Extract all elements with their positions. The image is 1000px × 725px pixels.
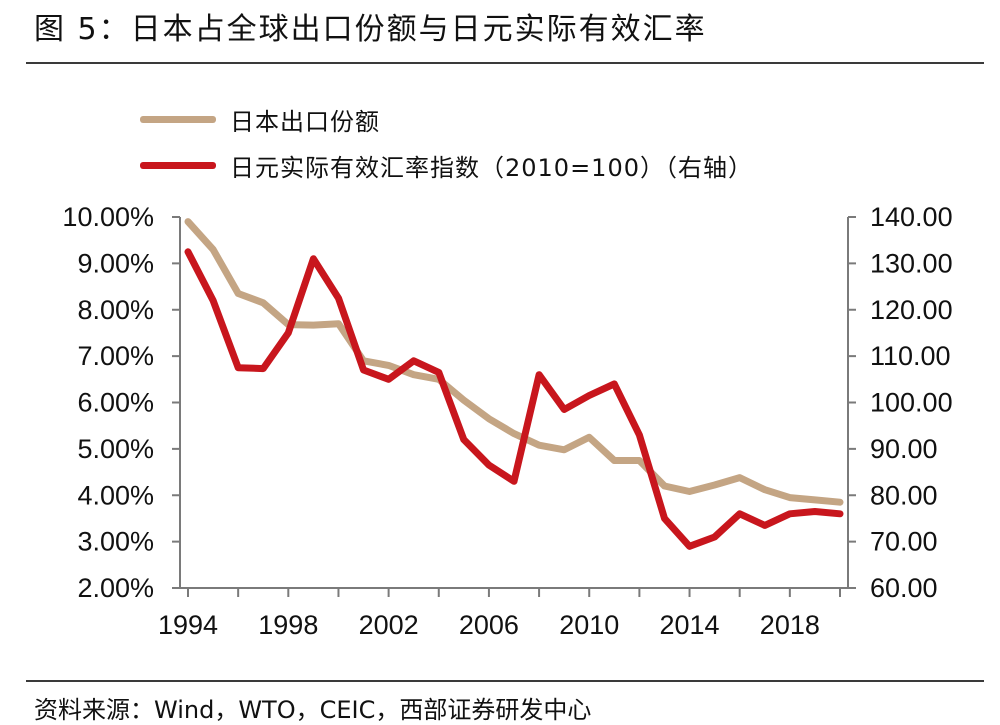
legend-label-export-share: 日本出口份额 xyxy=(230,107,380,136)
left-tick-label: 9.00% xyxy=(77,248,154,278)
legend-label-reer: 日元实际有效汇率指数（2010=100）（右轴） xyxy=(230,153,753,182)
x-tick-label: 2002 xyxy=(359,610,419,640)
right-tick-label: 100.00 xyxy=(870,388,953,418)
series-line-export-share xyxy=(184,218,844,506)
right-tick-label: 60.00 xyxy=(870,573,938,603)
left-tick-label: 5.00% xyxy=(77,434,154,464)
legend-item-export-share: 日本出口份额 xyxy=(140,96,753,142)
right-tick-label: 70.00 xyxy=(870,527,938,557)
left-tick-label: 2.00% xyxy=(77,573,154,603)
chart-legend: 日本出口份额 日元实际有效汇率指数（2010=100）（右轴） xyxy=(140,96,753,188)
left-tick-label: 10.00% xyxy=(62,202,154,232)
right-tick-label: 80.00 xyxy=(870,480,938,510)
left-tick-label: 3.00% xyxy=(77,527,154,557)
top-divider xyxy=(26,62,984,64)
x-tick-label: 1994 xyxy=(158,610,218,640)
x-tick-label: 2010 xyxy=(559,610,619,640)
right-tick-label: 120.00 xyxy=(870,295,953,325)
x-tick-label: 1998 xyxy=(258,610,318,640)
source-note: 资料来源：Wind，WTO，CEIC，西部证券研发中心 xyxy=(34,696,592,724)
x-tick-label: 2006 xyxy=(459,610,519,640)
figure-title: 图 5：日本占全球出口份额与日元实际有效汇率 xyxy=(34,12,707,47)
right-tick-label: 130.00 xyxy=(870,248,953,278)
left-tick-label: 7.00% xyxy=(77,341,154,371)
right-tick-label: 90.00 xyxy=(870,434,938,464)
x-tick-label: 2018 xyxy=(760,610,820,640)
left-tick-label: 4.00% xyxy=(77,480,154,510)
left-tick-label: 8.00% xyxy=(77,295,154,325)
bottom-divider xyxy=(26,680,984,682)
x-tick-label: 2014 xyxy=(659,610,719,640)
legend-item-reer: 日元实际有效汇率指数（2010=100）（右轴） xyxy=(140,142,753,188)
series-line-reer xyxy=(184,248,844,550)
legend-swatch-reer xyxy=(140,161,216,169)
left-tick-label: 6.00% xyxy=(77,388,154,418)
legend-swatch-export-share xyxy=(140,115,216,123)
right-tick-label: 140.00 xyxy=(870,202,953,232)
right-tick-label: 110.00 xyxy=(870,341,951,371)
